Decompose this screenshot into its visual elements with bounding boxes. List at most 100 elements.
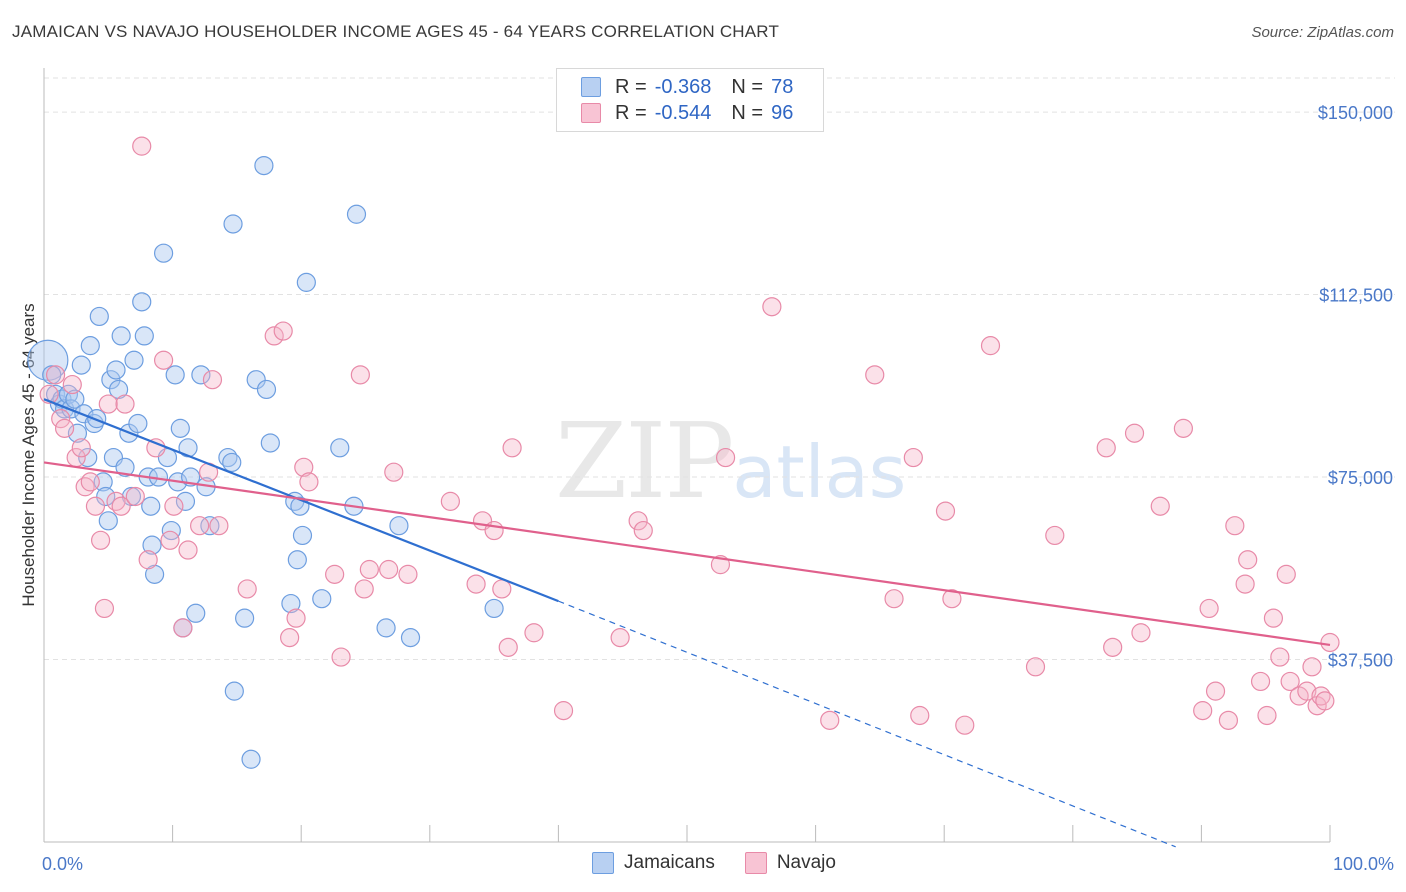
source-label: Source: ZipAtlas.com [1251, 24, 1394, 41]
jamaican-point [224, 681, 244, 701]
jamaican-point [246, 370, 266, 390]
navajo-point [384, 462, 404, 482]
watermark-atlas: atlas [732, 430, 907, 514]
navajo-point [178, 540, 198, 560]
jamaican-point [281, 593, 301, 614]
navajo-point [1025, 657, 1046, 677]
jamaican-point [106, 360, 126, 380]
navajo-point [762, 297, 782, 317]
jamaican-point [89, 306, 109, 327]
navajo-point [280, 628, 300, 648]
navajo-point [955, 715, 975, 735]
navajo-point [1276, 564, 1296, 584]
navajo-point [1250, 671, 1271, 692]
chart-title: JAMAICAN VS NAVAJO HOUSEHOLDER INCOME AG… [12, 22, 780, 41]
navajo-point [62, 374, 82, 395]
navajo-point [1238, 550, 1258, 570]
navajo-point [1320, 632, 1340, 653]
legend-r-label: R = [615, 101, 647, 124]
navajo-point [502, 438, 522, 458]
navajo-point [1205, 681, 1226, 701]
jamaican-point [223, 214, 243, 234]
x-label-max: 100.0% [1333, 854, 1394, 874]
navajo-point [715, 447, 736, 468]
navajo-point [1257, 705, 1277, 726]
navajo-point [910, 705, 930, 726]
navajo-trend-line [43, 461, 1331, 647]
jamaican-point [292, 525, 313, 546]
navajo-point [350, 365, 370, 385]
navajo-point [1263, 608, 1284, 628]
jamaican-point [376, 618, 396, 638]
navajo-point [331, 647, 351, 667]
navajo-point [115, 394, 135, 414]
navajo-point [1199, 598, 1219, 619]
navajo-point [553, 701, 574, 721]
navajo-point [164, 496, 184, 516]
jamaican-point [287, 550, 307, 570]
jamaican-point [132, 292, 152, 312]
navajo-point [354, 579, 374, 599]
jamaican-point [222, 452, 242, 473]
navajo-point [299, 472, 319, 492]
jamaican-point [153, 243, 174, 263]
legend-n-value: 78 [771, 75, 794, 98]
legend-row-navajo: R = -0.544 N = 96 [581, 101, 813, 125]
jamaican-point [330, 438, 350, 458]
navajo-point [628, 511, 648, 531]
navajo-point [273, 321, 293, 341]
jamaican-point [101, 370, 121, 390]
legend-r-value: -0.544 [654, 101, 712, 124]
navajo-point [1280, 671, 1300, 692]
navajo-point [160, 530, 180, 550]
navajo-point [125, 486, 145, 507]
jamaican-point [142, 535, 162, 555]
legend-swatch-jamaicans [581, 77, 601, 97]
y-tick-label: $150,000 [1318, 103, 1393, 123]
jamaican-point [71, 355, 91, 375]
jamaican-point [98, 511, 118, 531]
jamaican-point [186, 603, 206, 623]
jamaican-point [256, 379, 277, 400]
navajo-point [45, 365, 66, 385]
navajo-point [610, 628, 630, 648]
jamaican-point [111, 326, 131, 346]
navajo-point [1225, 516, 1245, 536]
navajo-point [865, 365, 885, 385]
legend-item-navajo[interactable]: Navajo [744, 852, 836, 874]
jamaican-point [165, 365, 185, 385]
legend-r-value: -0.368 [654, 75, 712, 98]
legend-n-label: N = [731, 101, 764, 124]
jamaican-point [241, 749, 261, 769]
jamaican-point [78, 447, 98, 468]
navajo-point [903, 447, 923, 468]
series-legend: Jamaicans Navajo [592, 852, 866, 874]
jamaican-point [260, 433, 280, 453]
jamaican-point [134, 326, 154, 346]
jamaican-point [67, 423, 88, 443]
jamaican-trend-extension [558, 600, 1176, 848]
jamaican-point [96, 486, 116, 507]
watermark-zip: ZIP [555, 400, 734, 522]
legend-swatch-navajo [581, 103, 601, 123]
navajo-point [90, 530, 111, 550]
navajo-point [980, 336, 1001, 356]
x-label-min: 0.0% [42, 854, 83, 874]
navajo-point [294, 457, 314, 477]
y-tick-label: $112,500 [1319, 286, 1393, 306]
legend-label-navajo: Navajo [776, 852, 836, 873]
jamaican-point [80, 336, 100, 356]
navajo-point [524, 623, 544, 643]
legend-item-jamaicans[interactable]: Jamaicans [592, 852, 715, 874]
jamaican-point [170, 418, 190, 438]
jamaican-point [400, 628, 421, 648]
navajo-point [85, 496, 106, 516]
jamaican-point [141, 496, 161, 516]
jamaican-point [175, 491, 196, 511]
jamaican-point [191, 365, 211, 385]
y-tick-label: $75,000 [1328, 468, 1393, 488]
navajo-point [1131, 623, 1151, 643]
legend-swatch-navajo [744, 852, 767, 874]
jamaican-point [161, 520, 181, 541]
